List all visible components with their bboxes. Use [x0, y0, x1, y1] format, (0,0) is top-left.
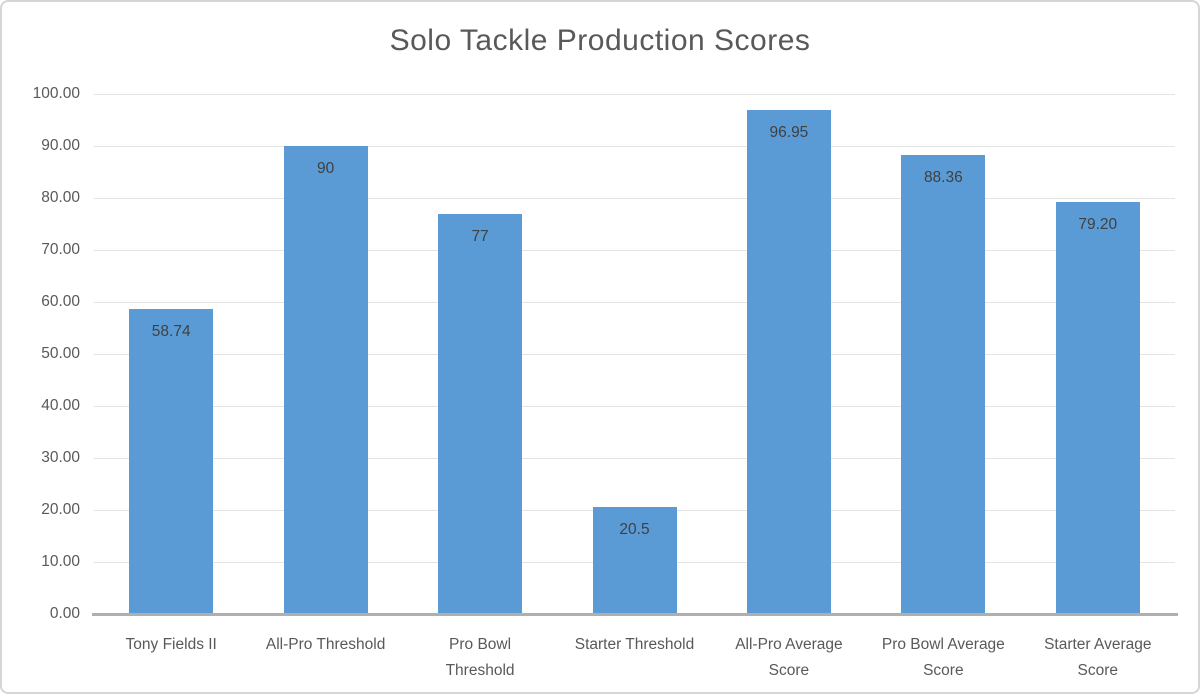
data-label: 90 — [317, 160, 335, 177]
y-tick-label: 60.00 — [41, 293, 80, 310]
bar: 96.95 — [746, 109, 831, 614]
x-tick-label: All-Pro Average Score — [712, 632, 866, 684]
gridline — [94, 406, 1175, 407]
x-tick-label-line: Score — [1077, 662, 1119, 679]
data-label: 79.20 — [1078, 216, 1118, 234]
y-tick-label: 10.00 — [41, 553, 80, 570]
x-tick-label-line: Starter Threshold — [574, 636, 695, 653]
bar: 20.5 — [592, 507, 677, 614]
x-tick-label-line: Score — [768, 662, 810, 679]
x-tick-label: Starter Average Score — [1021, 632, 1175, 684]
x-axis-line — [92, 613, 1178, 616]
chart-title: Solo Tackle Production Scores — [389, 24, 811, 57]
y-tick-label: 30.00 — [41, 449, 80, 466]
x-tick-label-line: Starter Average — [1044, 636, 1152, 653]
data-label: 88.36 — [923, 168, 963, 186]
x-tick-label: Pro Bowl Average Score — [866, 632, 1020, 684]
bar: 77 — [438, 213, 523, 614]
x-tick-label-line: Tony Fields II — [125, 636, 217, 653]
gridline — [94, 94, 1175, 95]
bar: 88.36 — [901, 154, 986, 614]
y-tick-label: 50.00 — [41, 345, 80, 362]
y-tick-label: 0.00 — [49, 605, 80, 622]
x-tick-label: Tony Fields II — [94, 632, 248, 658]
y-tick-label: 80.00 — [41, 189, 80, 206]
gridline — [94, 146, 1175, 147]
x-axis: Tony Fields II All-Pro Threshold Pro Bowl T… — [94, 632, 1175, 690]
x-tick-label-line: Pro Bowl — [449, 636, 512, 653]
y-tick-label: 70.00 — [41, 241, 80, 258]
data-label: 20.5 — [619, 521, 650, 539]
y-tick-label: 20.00 — [41, 501, 80, 518]
x-tick-label-line: All-Pro Threshold — [265, 636, 386, 653]
gridline — [94, 302, 1175, 303]
y-axis: 0.00 10.00 20.00 30.00 40.00 50.00 60.00 70.00 8… — [2, 85, 80, 622]
x-tick-label-line: All-Pro Average — [735, 636, 843, 653]
gridline — [94, 458, 1175, 459]
gridline — [94, 198, 1175, 199]
x-tick-label: Starter Threshold — [557, 632, 711, 658]
gridline — [94, 354, 1175, 355]
x-tick-label: All-Pro Threshold — [248, 632, 402, 658]
x-tick-label-line: Pro Bowl Average — [881, 636, 1005, 653]
gridline — [94, 250, 1175, 251]
y-tick-label: 90.00 — [41, 137, 80, 154]
bar: 90 — [283, 146, 368, 614]
y-tick-label: 40.00 — [41, 397, 80, 414]
x-tick-label-line: Threshold — [445, 662, 515, 679]
x-tick-label: Pro Bowl Threshold — [403, 632, 557, 684]
x-tick-label-line: Score — [923, 662, 964, 679]
plot-area: 58.74 90 77 20.5 96.95 88.36 79.20 — [94, 94, 1175, 614]
data-label: 96.95 — [769, 123, 809, 141]
data-label: 58.74 — [151, 322, 191, 340]
data-label: 77 — [471, 227, 489, 245]
bar: 58.74 — [129, 308, 214, 614]
y-tick-label: 100.00 — [32, 85, 80, 102]
bar: 79.20 — [1055, 202, 1140, 614]
